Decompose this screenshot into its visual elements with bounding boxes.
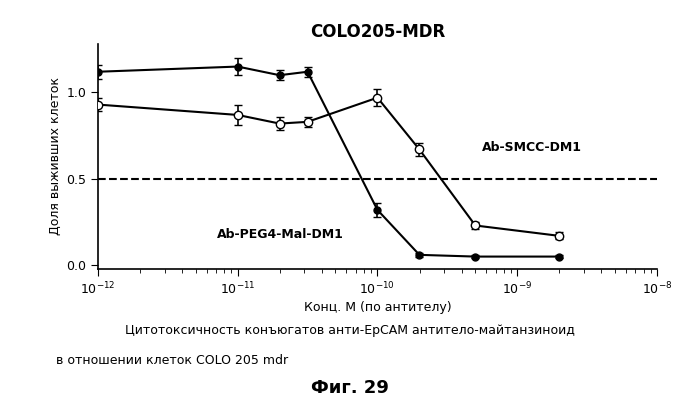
X-axis label: Конц. М (по антителу): Конц. М (по антителу)	[303, 301, 452, 314]
Text: Ab-SMCC-DM1: Ab-SMCC-DM1	[482, 141, 582, 154]
Text: Цитотоксичность конъюгатов анти-EpCAM антитело-майтанзиноид: Цитотоксичность конъюгатов анти-EpCAM ан…	[124, 324, 575, 337]
Y-axis label: Доля выживших клеток: Доля выживших клеток	[49, 77, 62, 235]
Text: Фиг. 29: Фиг. 29	[310, 379, 389, 397]
Text: в отношении клеток COLO 205 mdr: в отношении клеток COLO 205 mdr	[56, 354, 288, 367]
Text: Ab-PEG4-Mal-DM1: Ab-PEG4-Mal-DM1	[217, 228, 344, 241]
Title: COLO205-MDR: COLO205-MDR	[310, 23, 445, 41]
